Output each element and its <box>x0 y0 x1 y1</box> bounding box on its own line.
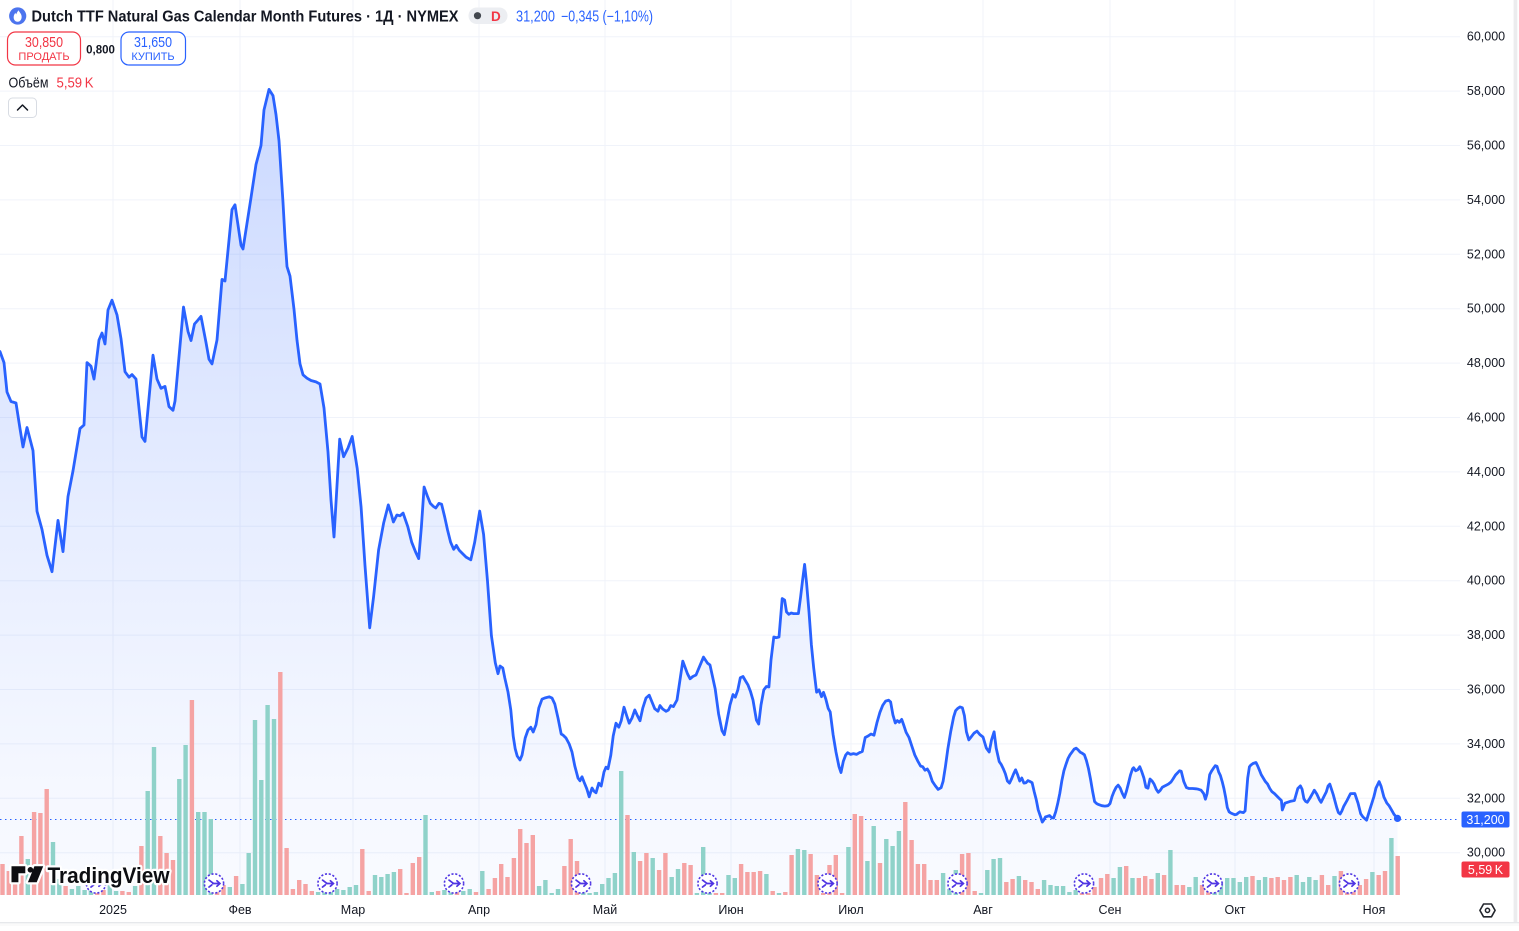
svg-text:40,000: 40,000 <box>1467 574 1505 588</box>
svg-text:Апр: Апр <box>468 903 490 917</box>
svg-text:52,000: 52,000 <box>1467 247 1505 261</box>
svg-text:Июн: Июн <box>718 903 743 917</box>
svg-text:50,000: 50,000 <box>1467 302 1505 316</box>
svg-text:56,000: 56,000 <box>1467 139 1505 153</box>
svg-text:КУПИТЬ: КУПИТЬ <box>131 51 174 63</box>
svg-text:Авг: Авг <box>973 903 993 917</box>
svg-text:36,000: 36,000 <box>1467 683 1505 697</box>
svg-text:Окт: Окт <box>1224 903 1245 917</box>
svg-text:31,200: 31,200 <box>516 9 555 26</box>
svg-text:30,000: 30,000 <box>1467 846 1505 860</box>
svg-text:31,200: 31,200 <box>1466 813 1504 827</box>
svg-text:58,000: 58,000 <box>1467 84 1505 98</box>
svg-text:−0,345 (−1,10%): −0,345 (−1,10%) <box>561 9 653 26</box>
svg-text:D: D <box>491 9 501 24</box>
svg-text:42,000: 42,000 <box>1467 519 1505 533</box>
svg-text:0,800: 0,800 <box>86 45 115 57</box>
svg-text:ПРОДАТЬ: ПРОДАТЬ <box>18 51 69 63</box>
svg-text:30,850: 30,850 <box>25 34 63 51</box>
svg-text:5,59 K: 5,59 K <box>57 76 94 92</box>
svg-text:Объём: Объём <box>9 76 49 92</box>
svg-text:2025: 2025 <box>99 903 127 917</box>
svg-text:32,000: 32,000 <box>1467 791 1505 805</box>
svg-text:48,000: 48,000 <box>1467 356 1505 370</box>
svg-text:Май: Май <box>593 903 618 917</box>
svg-text:TradingView: TradingView <box>48 863 170 888</box>
svg-text:44,000: 44,000 <box>1467 465 1505 479</box>
svg-text:TradingView: TradingView <box>48 863 170 888</box>
svg-text:Июл: Июл <box>838 903 863 917</box>
svg-text:Dutch TTF Natural Gas Calendar: Dutch TTF Natural Gas Calendar Month Fut… <box>32 9 459 26</box>
svg-text:Фев: Фев <box>228 903 251 917</box>
svg-text:31,650: 31,650 <box>134 34 172 51</box>
svg-text:Сен: Сен <box>1099 903 1122 917</box>
svg-text:38,000: 38,000 <box>1467 628 1505 642</box>
svg-text:5,59 K: 5,59 K <box>1468 863 1504 877</box>
svg-text:34,000: 34,000 <box>1467 737 1505 751</box>
svg-text:Ноя: Ноя <box>1363 903 1386 917</box>
svg-text:Мар: Мар <box>341 903 366 917</box>
svg-text:60,000: 60,000 <box>1467 30 1505 44</box>
svg-text:54,000: 54,000 <box>1467 193 1505 207</box>
svg-text:46,000: 46,000 <box>1467 411 1505 425</box>
